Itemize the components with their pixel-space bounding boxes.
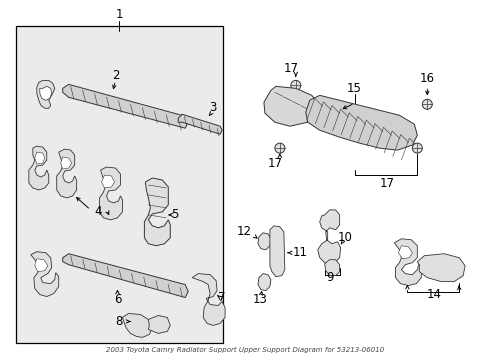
- Polygon shape: [100, 167, 122, 220]
- Polygon shape: [57, 149, 77, 198]
- Polygon shape: [144, 178, 170, 246]
- Text: 9: 9: [325, 271, 333, 284]
- Bar: [16, 26, 222, 343]
- Polygon shape: [37, 80, 55, 108]
- Text: 6: 6: [114, 293, 121, 306]
- Text: 16: 16: [419, 72, 434, 85]
- Text: 12: 12: [237, 225, 251, 238]
- Polygon shape: [122, 314, 152, 337]
- Circle shape: [422, 99, 431, 109]
- Text: 10: 10: [337, 231, 351, 244]
- Text: 2003 Toyota Camry Radiator Support Upper Support Diagram for 53213-06010: 2003 Toyota Camry Radiator Support Upper…: [106, 347, 384, 353]
- Text: 17: 17: [267, 157, 282, 170]
- Polygon shape: [102, 175, 114, 188]
- Text: 13: 13: [252, 293, 267, 306]
- Polygon shape: [40, 86, 52, 100]
- Circle shape: [290, 80, 300, 90]
- Text: 11: 11: [292, 246, 307, 259]
- Text: 17: 17: [283, 62, 298, 75]
- Circle shape: [274, 143, 285, 153]
- Polygon shape: [258, 274, 270, 291]
- Text: 8: 8: [115, 315, 122, 328]
- Polygon shape: [416, 254, 464, 282]
- Polygon shape: [258, 233, 270, 250]
- Polygon shape: [398, 246, 411, 259]
- Polygon shape: [192, 274, 224, 325]
- Text: 2: 2: [112, 69, 119, 82]
- Polygon shape: [317, 210, 340, 264]
- Polygon shape: [178, 114, 222, 134]
- Text: 3: 3: [209, 101, 216, 114]
- Text: 5: 5: [171, 208, 179, 221]
- Polygon shape: [62, 84, 188, 128]
- Text: 14: 14: [426, 288, 441, 301]
- Polygon shape: [394, 239, 421, 285]
- Polygon shape: [324, 260, 339, 276]
- Polygon shape: [305, 95, 416, 150]
- Text: 15: 15: [346, 82, 361, 95]
- Polygon shape: [264, 86, 319, 126]
- Text: 7: 7: [218, 291, 225, 304]
- Polygon shape: [148, 315, 170, 333]
- Text: 17: 17: [379, 177, 394, 190]
- Circle shape: [411, 143, 422, 153]
- Text: 4: 4: [95, 205, 102, 219]
- Text: 1: 1: [116, 8, 123, 21]
- Polygon shape: [35, 259, 48, 272]
- Polygon shape: [61, 157, 72, 169]
- Polygon shape: [29, 146, 49, 190]
- Polygon shape: [35, 152, 45, 164]
- Polygon shape: [31, 252, 59, 297]
- Polygon shape: [62, 254, 188, 298]
- Polygon shape: [269, 226, 285, 276]
